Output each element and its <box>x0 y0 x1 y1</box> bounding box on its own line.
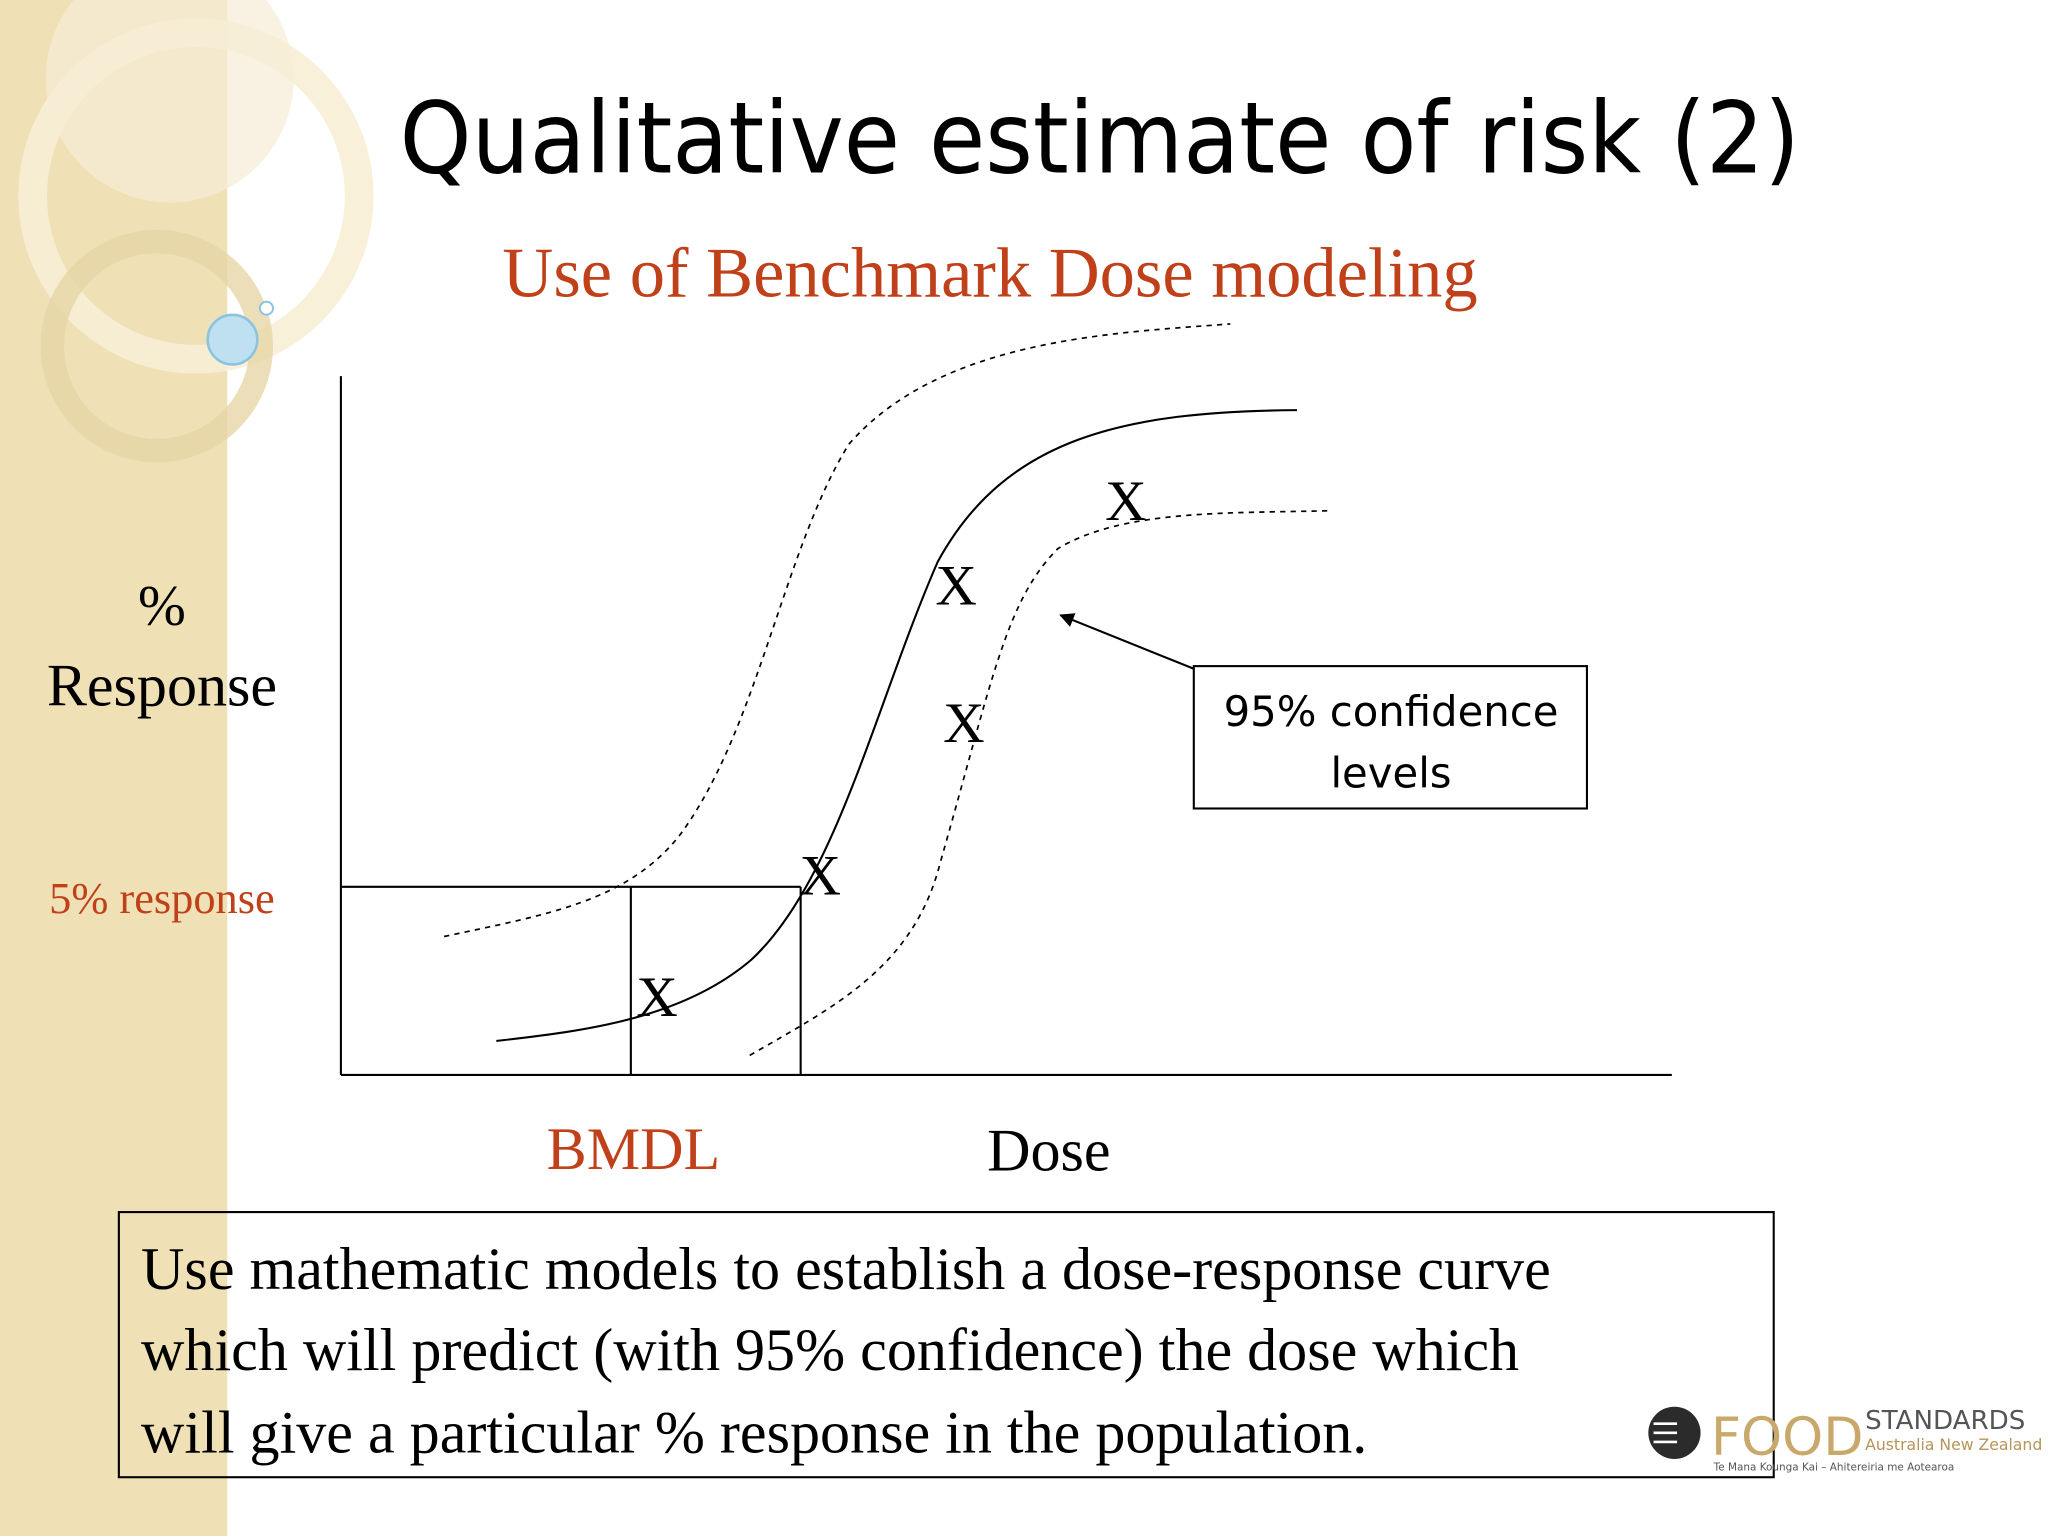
data-marker: X <box>943 692 985 755</box>
logo-region: Australia New Zealand <box>1865 1435 2042 1454</box>
decoration <box>0 0 374 1536</box>
logo: FOOD STANDARDS Australia New Zealand Te … <box>1648 1404 2042 1474</box>
logo-tagline: Te Mana Kounga Kai – Ahitereiria me Aote… <box>1713 1462 1955 1474</box>
callout-text: 95% confidence <box>1224 687 1559 736</box>
callout-text: levels <box>1330 749 1451 798</box>
data-marker: X <box>636 966 678 1029</box>
diagram-lines <box>339 323 1672 1076</box>
subtitle: Use of Benchmark Dose modeling <box>502 234 1477 312</box>
body-line: Use mathematic models to establish a dos… <box>141 1235 1551 1302</box>
logo-name: STANDARDS <box>1865 1406 2025 1436</box>
body-line: which will predict (with 95% confidence)… <box>141 1316 1519 1383</box>
y-axis-label: Response <box>47 651 277 718</box>
x-axis-label: Dose <box>987 1116 1110 1183</box>
body-box <box>117 1211 1775 1479</box>
y-axis-label: % <box>138 574 186 637</box>
data-marker: X <box>799 845 841 908</box>
data-marker: X <box>935 555 977 618</box>
data-marker: X <box>1105 470 1147 533</box>
threshold-label: 5% response <box>49 873 275 923</box>
body-text: Use mathematic models to establish a dos… <box>141 1235 1551 1465</box>
slide-title: Qualitative estimate of risk (2) <box>400 81 1800 196</box>
x-label-bmdl: BMDL <box>547 1115 721 1182</box>
body-line: will give a particular % response in the… <box>141 1398 1367 1465</box>
logo-brand: FOOD <box>1711 1408 1864 1468</box>
markers: X X X X X <box>636 470 1146 1029</box>
